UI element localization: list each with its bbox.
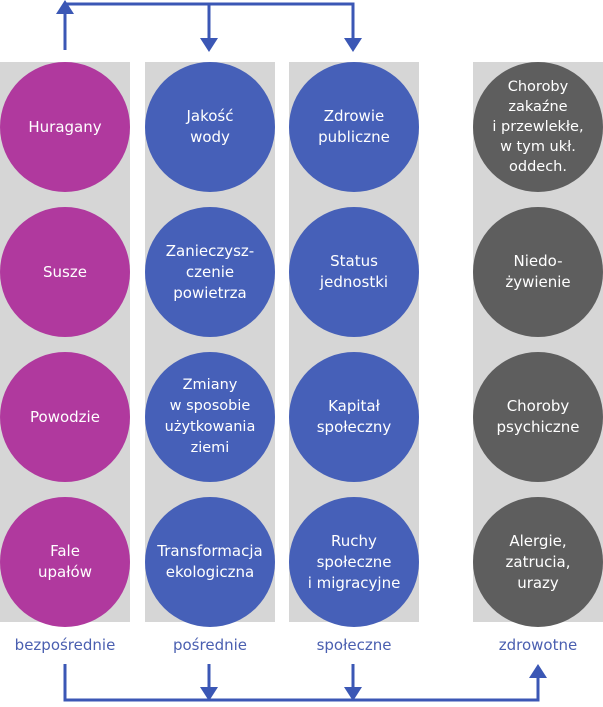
node-ruchy-spoleczne: Ruchy społeczne i migracyjne bbox=[289, 497, 419, 627]
column-label-direct: bezpośrednie bbox=[14, 636, 116, 654]
arrowhead-up-direct bbox=[56, 0, 74, 14]
column-label-indirect: pośrednie bbox=[172, 636, 247, 654]
node-zmiany-uzytkowania-ziemi: Zmiany w sposobie użytkowania ziemi bbox=[145, 352, 275, 482]
node-niedozywienie: Niedo- żywienie bbox=[473, 207, 603, 337]
node-zdrowie-publiczne: Zdrowie publiczne bbox=[289, 62, 419, 192]
arrowhead-down-indirect-bottom bbox=[200, 687, 218, 701]
arrowhead-down-social-top bbox=[344, 38, 362, 52]
node-powodzie: Powodzie bbox=[0, 352, 130, 482]
node-kapital-spoleczny: Kapitał społeczny bbox=[289, 352, 419, 482]
arrowhead-down-social-bottom bbox=[344, 687, 362, 701]
column-label-health: zdrowotne bbox=[498, 636, 578, 654]
column-label-social: społeczne bbox=[316, 636, 392, 654]
node-status-jednostki: Status jednostki bbox=[289, 207, 419, 337]
arrowhead-up-health bbox=[529, 664, 547, 678]
node-choroby-psychiczne: Choroby psychiczne bbox=[473, 352, 603, 482]
node-jakosc-wody: Jakość wody bbox=[145, 62, 275, 192]
arrowhead-down-indirect-top bbox=[200, 38, 218, 52]
node-zanieczyszczenie-powietrza: Zanieczysz- czenie powietrza bbox=[145, 207, 275, 337]
node-choroby-zakazne: Choroby zakaźne i przewlekłe, w tym ukł.… bbox=[473, 62, 603, 192]
node-fale-upalow: Fale upałów bbox=[0, 497, 130, 627]
bottom-connector-line bbox=[63, 664, 540, 702]
node-transformacja-ekologiczna: Transformacja ekologiczna bbox=[145, 497, 275, 627]
node-huragany: Huragany bbox=[0, 62, 130, 192]
node-alergie-zatrucia-urazy: Alergie, zatrucia, urazy bbox=[473, 497, 603, 627]
node-susze: Susze bbox=[0, 207, 130, 337]
